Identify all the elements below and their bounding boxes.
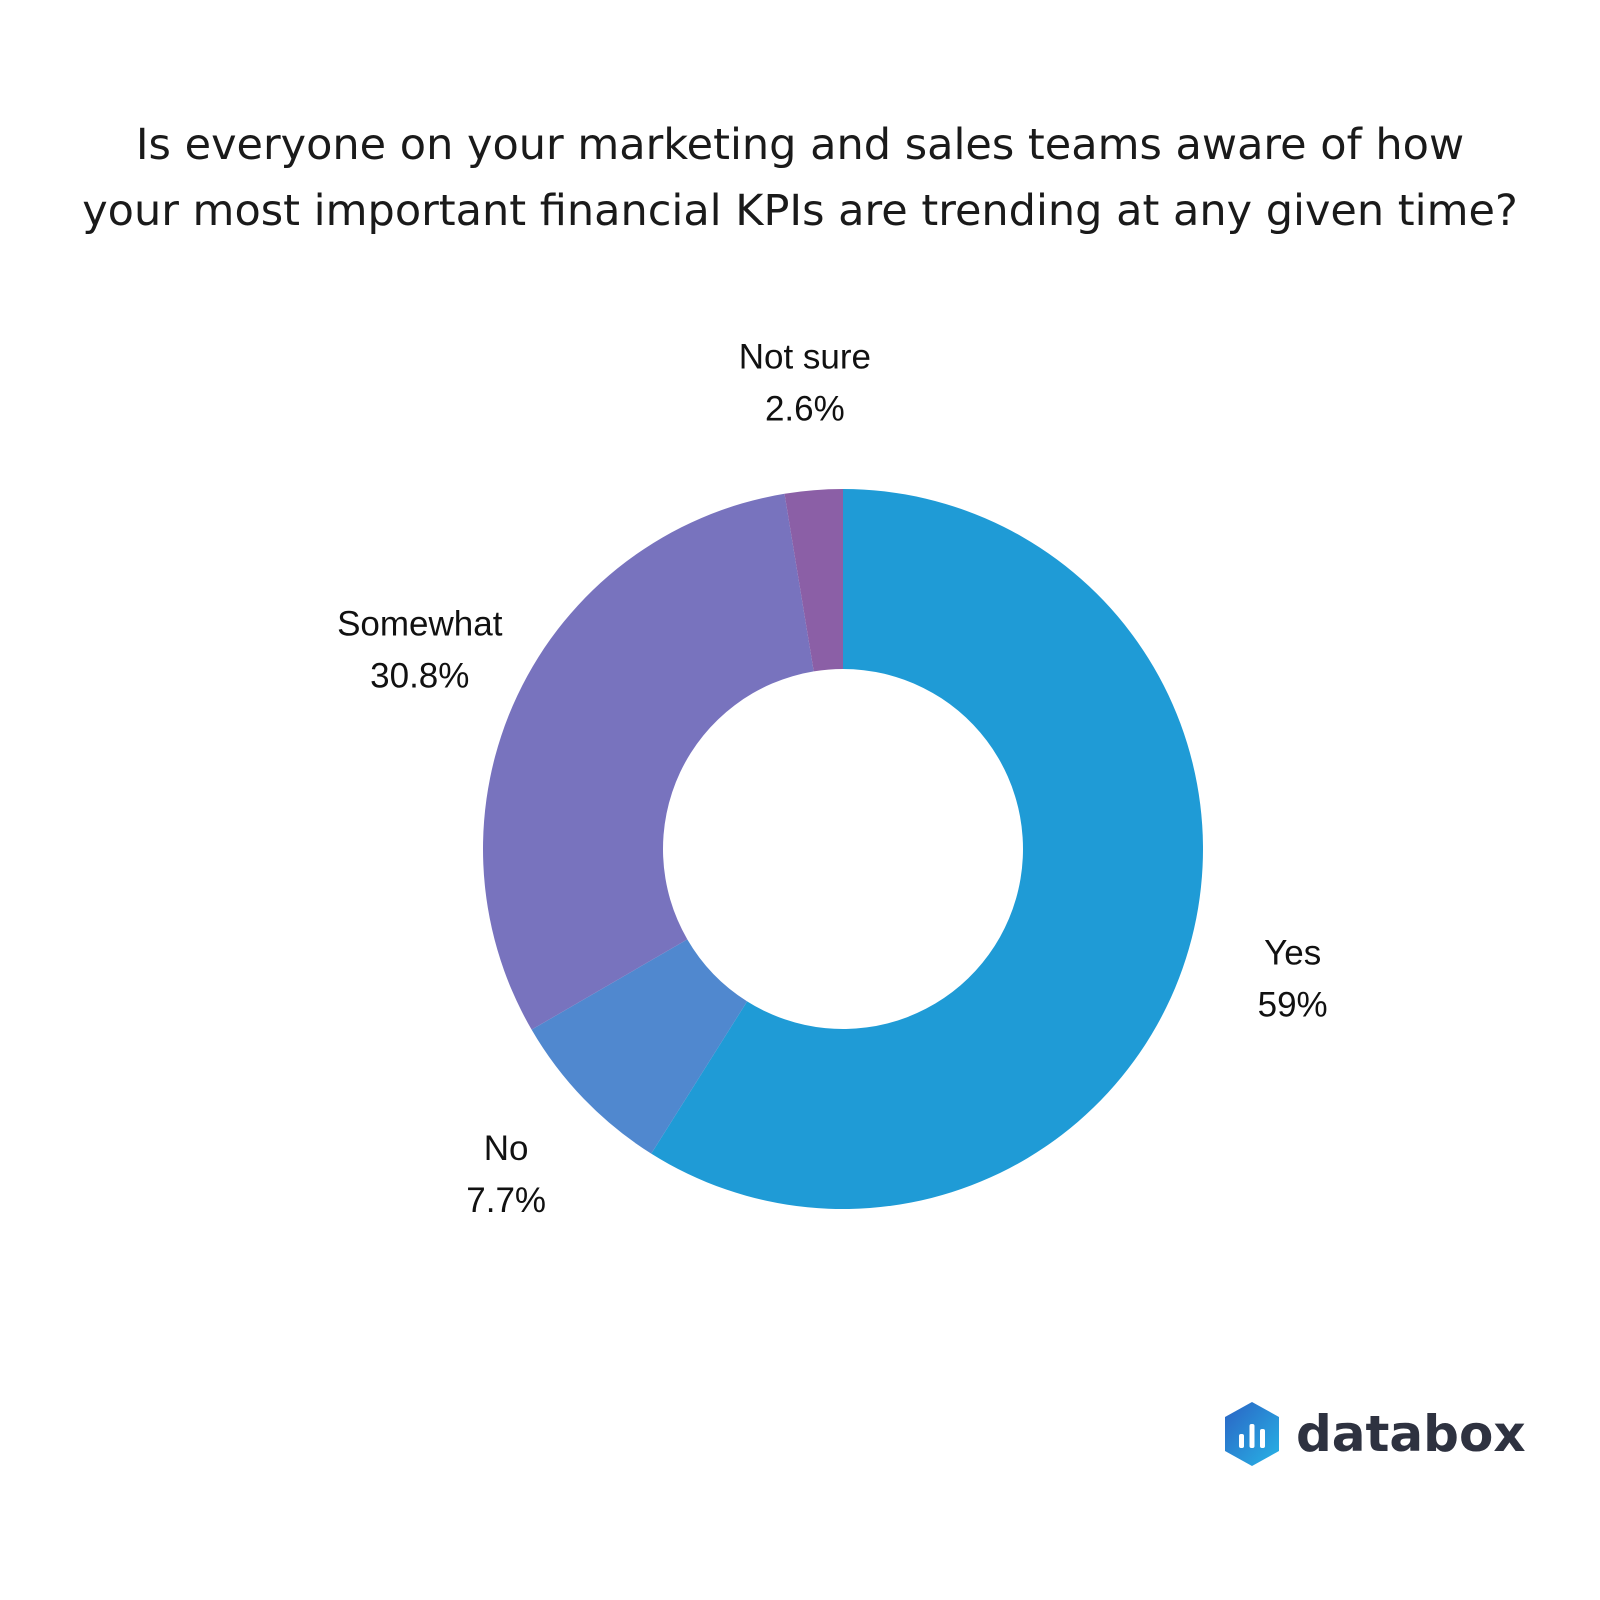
donut-slices: [482, 489, 1203, 1209]
slice-label-somewhat: Somewhat 30.8%: [337, 604, 503, 695]
slice-not-sure: [784, 489, 843, 672]
slice-percent-label: 30.8%: [370, 656, 469, 695]
databox-logo-text: databox: [1296, 1405, 1526, 1463]
slice-percent-label: 2.6%: [765, 390, 845, 429]
slice-somewhat: [482, 493, 814, 1030]
slice-labels: Yes 59% No 7.7% Somewhat 30.8% Not sure 2.6%: [337, 338, 1328, 1220]
slice-no: [531, 939, 748, 1154]
chart-title-line-2: your most important financial KPIs are t…: [82, 186, 1518, 236]
slice-yes: [651, 489, 1203, 1209]
chart-title-line-1: Is everyone on your marketing and sales …: [135, 120, 1465, 170]
slice-label-yes: Yes 59%: [1258, 934, 1328, 1025]
slice-category-label: Yes: [1264, 934, 1321, 973]
slice-label-not-sure: Not sure 2.6%: [739, 338, 871, 429]
slice-category-label: Not sure: [739, 338, 871, 377]
slice-category-label: No: [484, 1129, 529, 1168]
databox-logo: databox: [1222, 1398, 1526, 1470]
databox-bar-chart-hexagon-icon: [1225, 1402, 1279, 1466]
slice-percent-label: 59%: [1258, 986, 1328, 1025]
slice-category-label: Somewhat: [337, 604, 503, 643]
slice-percent-label: 7.7%: [466, 1181, 546, 1220]
slice-label-no: No 7.7%: [466, 1129, 546, 1220]
chart-title: Is everyone on your marketing and sales …: [60, 112, 1540, 244]
